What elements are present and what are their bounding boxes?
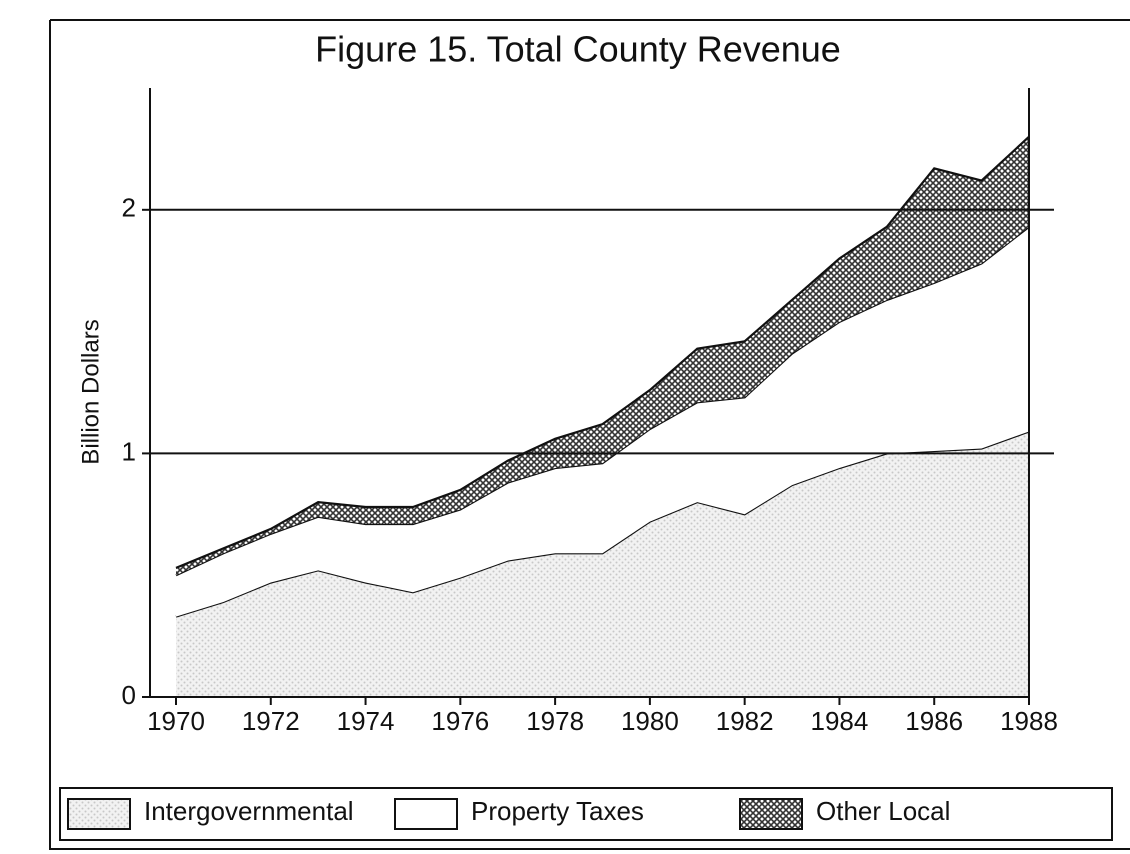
y-tick-label: 0 bbox=[122, 680, 136, 710]
area bbox=[176, 226, 1029, 617]
area bbox=[176, 136, 1029, 576]
legend-swatch bbox=[739, 798, 803, 830]
x-tick-label: 1974 bbox=[337, 706, 395, 736]
legend-label: Intergovernmental bbox=[144, 796, 354, 826]
legend-swatch bbox=[67, 798, 131, 830]
x-tick-label: 1976 bbox=[431, 706, 489, 736]
area bbox=[176, 431, 1029, 697]
y-axis-label: Billion Dollars bbox=[77, 319, 104, 464]
x-tick-label: 1972 bbox=[242, 706, 300, 736]
legend-label: Property Taxes bbox=[471, 796, 644, 826]
area-edge bbox=[175, 135, 1030, 569]
x-tick-label: 1980 bbox=[621, 706, 679, 736]
x-tick-label: 1984 bbox=[811, 706, 869, 736]
legend-label: Other Local bbox=[816, 796, 950, 826]
y-tick-label: 2 bbox=[122, 193, 136, 223]
legend-box bbox=[59, 787, 1113, 841]
x-tick-label: 1982 bbox=[716, 706, 774, 736]
x-tick-label: 1978 bbox=[526, 706, 584, 736]
x-tick-label: 1988 bbox=[1000, 706, 1058, 736]
y-tick-label: 1 bbox=[122, 436, 136, 466]
chart-title: Figure 15. Total County Revenue bbox=[315, 29, 841, 70]
x-tick-label: 1986 bbox=[905, 706, 963, 736]
x-tick-label: 1970 bbox=[147, 706, 205, 736]
legend-swatch bbox=[394, 798, 458, 830]
